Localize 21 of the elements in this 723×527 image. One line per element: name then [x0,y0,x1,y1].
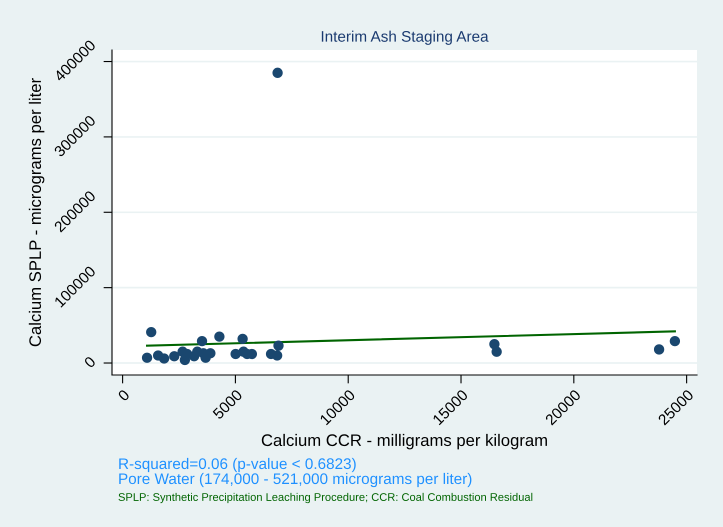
point [273,340,284,351]
x-tick-label: 0 [117,388,130,402]
x-axis-title: Calcium CCR - milligrams per kilogram [262,434,547,450]
chart-title: Interim Ash Staging Area [322,30,489,45]
point [272,68,283,78]
point [196,336,208,346]
y-tick-label: 0 [83,356,96,368]
point [492,346,502,357]
point [237,334,248,344]
point [214,331,225,342]
y-axis-title: Calcium SPLP - micrograms per liter [28,78,44,346]
point [670,336,680,346]
point [272,350,282,361]
text: SPLP: Synthetic Precipitation Leaching Procedure; CCR: Coal Combustion Residual [118,492,532,504]
text: R-squared=0.06 (p-value < 0.6823) [119,458,356,472]
point [169,351,180,362]
point [654,344,664,355]
point [146,326,156,338]
point [158,353,170,364]
point [142,352,152,363]
text: Pore Water (174,000 - 521,000 micrograms per liter) [119,472,472,488]
